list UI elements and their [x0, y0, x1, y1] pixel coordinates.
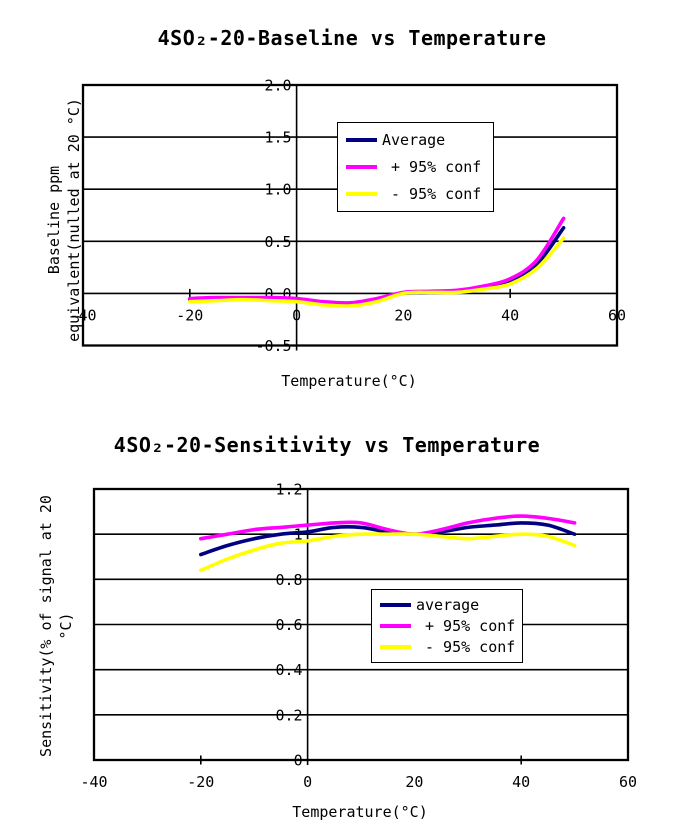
baseline-chart-title: 4SO₂-20-Baseline vs Temperature: [157, 26, 547, 50]
svg-text:0.5: 0.5: [265, 233, 292, 251]
svg-text:1.5: 1.5: [265, 129, 292, 147]
svg-text:0.8: 0.8: [276, 571, 303, 589]
svg-text:20: 20: [405, 773, 423, 791]
average-line-swatch: [346, 138, 377, 143]
sensitivity-y-axis-label-line2: °C): [57, 612, 75, 640]
svg-text:-20: -20: [176, 306, 203, 324]
legend-label-plus-95-conf: + 95% conf: [391, 157, 482, 176]
baseline-legend: Average + 95% conf - 95% conf: [337, 122, 494, 212]
legend-item-plus-95-conf: + 95% conf: [346, 158, 491, 176]
sensitivity-y-axis-label: Sensitivity(% of signal at 20 °C): [36, 495, 76, 757]
legend-label-average: average: [416, 595, 480, 614]
legend-label-plus-95-conf: + 95% conf: [425, 616, 516, 635]
baseline-x-axis-label: Temperature(°C): [281, 372, 417, 390]
svg-text:0.2: 0.2: [276, 706, 303, 724]
sensitivity-x-axis-label: Temperature(°C): [292, 803, 428, 821]
legend-item-plus-95-conf: + 95% conf: [380, 617, 520, 635]
svg-text:60: 60: [619, 773, 637, 791]
legend-label-average: Average: [382, 131, 446, 150]
legend-item-average: Average: [346, 131, 491, 149]
average-line-swatch: [380, 602, 411, 607]
plus-95-conf-line-swatch: [346, 164, 377, 169]
svg-text:40: 40: [501, 306, 519, 324]
sensitivity-chart-title: 4SO₂-20-Sensitivity vs Temperature: [113, 433, 541, 457]
legend-item-minus-95-conf: - 95% conf: [346, 185, 491, 203]
baseline-y-axis-label-line1: Baseline ppm: [45, 165, 63, 275]
minus-95-conf-line-swatch: [346, 191, 377, 196]
baseline-y-axis-label: Baseline ppm equivalent(nulled at 20 °C): [44, 98, 84, 342]
svg-text:-20: -20: [187, 773, 214, 791]
svg-text:1.0: 1.0: [265, 181, 292, 199]
svg-text:40: 40: [512, 773, 530, 791]
sensitivity-legend: average + 95% conf - 95% conf: [371, 589, 523, 663]
svg-text:0: 0: [303, 773, 312, 791]
minus-95-conf-line-swatch: [380, 645, 411, 650]
svg-text:0.6: 0.6: [276, 616, 303, 634]
svg-text:0: 0: [292, 306, 301, 324]
svg-text:20: 20: [394, 306, 412, 324]
svg-text:-40: -40: [80, 773, 107, 791]
sensitivity-y-axis-label-line1: Sensitivity(% of signal at 20: [37, 495, 55, 757]
svg-text:0.4: 0.4: [276, 661, 303, 679]
svg-text:1: 1: [294, 526, 303, 544]
plus-95-conf-line-swatch: [380, 623, 411, 628]
baseline-y-axis-label-line2: equivalent(nulled at 20 °C): [65, 98, 83, 342]
legend-item-average: average: [380, 596, 520, 614]
legend-item-minus-95-conf: - 95% conf: [380, 638, 520, 656]
legend-label-minus-95-conf: - 95% conf: [391, 184, 482, 203]
legend-label-minus-95-conf: - 95% conf: [425, 638, 516, 657]
